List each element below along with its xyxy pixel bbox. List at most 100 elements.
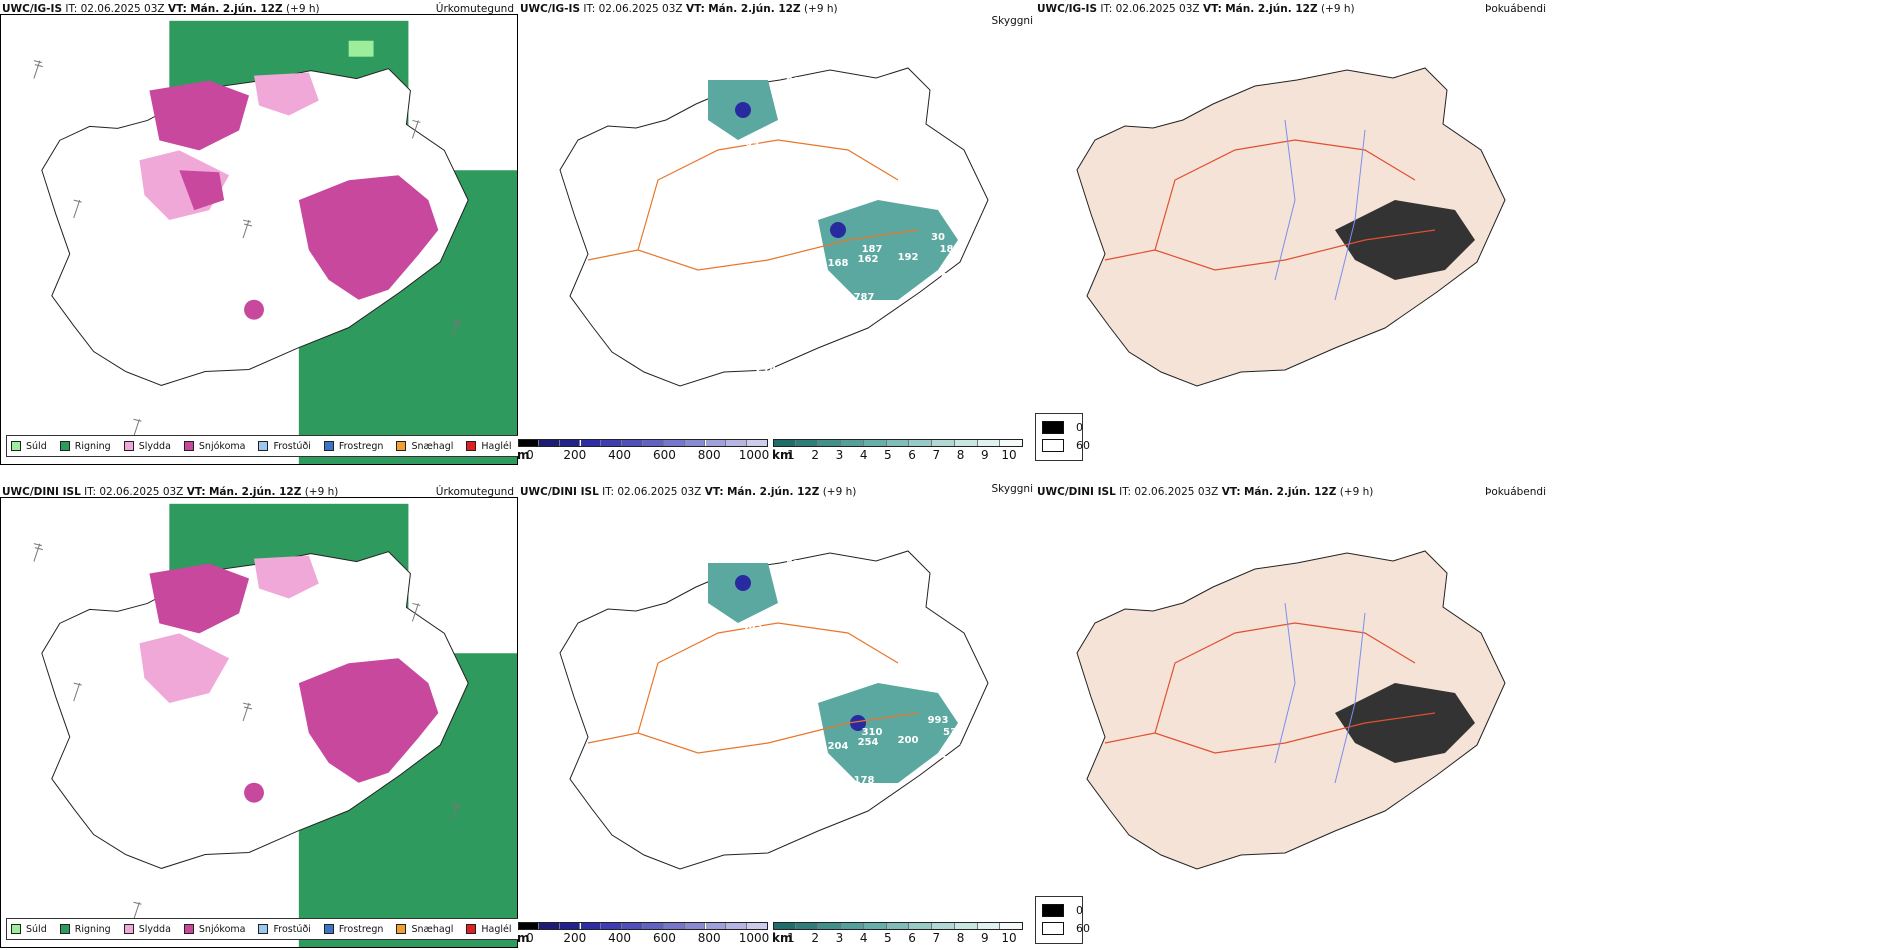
road bbox=[587, 229, 919, 271]
fog-legend-item: 0 bbox=[1042, 421, 1083, 434]
legend-item: Haglél bbox=[466, 441, 512, 452]
model-name: UWC/DINI ISL bbox=[2, 486, 81, 498]
panel-title: UWC/IG-IS IT: 02.06.2025 03Z VT: Mán. 2.… bbox=[520, 3, 838, 15]
colorbar-segment bbox=[954, 439, 978, 447]
wind-barb bbox=[33, 60, 43, 79]
legend-swatch bbox=[123, 441, 134, 451]
colorbar-segment bbox=[705, 922, 727, 930]
visibility-colorbar: km 1 2 3 4 5 6 7 8 9 10 bbox=[772, 922, 1023, 946]
colorbar-segment bbox=[663, 922, 685, 930]
colorbar-segment bbox=[538, 439, 560, 447]
drizzle-patch bbox=[348, 40, 374, 57]
colorbar-segment bbox=[795, 922, 819, 930]
ceiling-peak-label: 192 bbox=[898, 252, 919, 263]
colorbar-tick: 200 bbox=[563, 931, 587, 945]
valid-label: VT: bbox=[167, 3, 187, 15]
ceiling-peak-label: 993 bbox=[928, 715, 949, 726]
ceiling-peak-label: 187 bbox=[862, 244, 883, 255]
road bbox=[1154, 139, 1416, 251]
model-name: UWC/DINI ISL bbox=[520, 486, 599, 498]
snow-area-north bbox=[149, 563, 250, 634]
ceiling-peak-label: 80 bbox=[786, 76, 800, 87]
fog-legend-item: 60 bbox=[1042, 922, 1090, 935]
precip-type-panel-row1: UWC/IG-IS IT: 02.06.2025 03Z VT: Mán. 2.… bbox=[0, 0, 518, 465]
legend-item: Slydda bbox=[123, 923, 171, 935]
model-name: UWC/IG-IS bbox=[2, 3, 63, 15]
wind-barb bbox=[73, 199, 82, 219]
legend-item: Rigning bbox=[59, 441, 111, 452]
fog-area-dense bbox=[1335, 683, 1475, 763]
valid-label: VT: bbox=[704, 486, 724, 498]
ceiling-peak-label: 14 bbox=[631, 547, 645, 558]
legend-swatch bbox=[323, 924, 334, 934]
colorbar-segment bbox=[886, 439, 910, 447]
road bbox=[1154, 622, 1416, 734]
ceiling-peak-label: 86 bbox=[811, 86, 825, 97]
low-visibility-area-southeast bbox=[818, 200, 958, 300]
legend-item: Súld bbox=[11, 441, 47, 452]
colorbar-tick: 5 bbox=[884, 931, 892, 945]
legend-item: Frostúði bbox=[258, 924, 311, 935]
colorbar-segment bbox=[705, 439, 727, 447]
colorbar-segment bbox=[518, 439, 539, 447]
colorbar-segment bbox=[726, 439, 748, 447]
legend-label: Haglél bbox=[481, 923, 512, 935]
legend-swatch bbox=[258, 924, 269, 934]
roads bbox=[1104, 622, 1436, 754]
valid-time: Mán. 2.jún. 12Z bbox=[1243, 486, 1337, 498]
colorbar-segment bbox=[684, 439, 706, 447]
ceiling-peak-label: 214 bbox=[756, 364, 777, 375]
legend-item: Frostregn bbox=[323, 924, 383, 935]
issue-time: IT: 02.06.2025 03Z bbox=[84, 486, 184, 498]
wind-barb bbox=[73, 682, 82, 702]
iceland-outline bbox=[41, 68, 469, 386]
river bbox=[1274, 602, 1296, 764]
fog-legend-item: 0 bbox=[1042, 904, 1083, 917]
ceiling-peak-label: 129 bbox=[800, 593, 821, 604]
legend-swatch bbox=[183, 924, 194, 934]
ceiling-peak-label: 66 bbox=[963, 260, 977, 271]
iceland-outline bbox=[559, 67, 989, 387]
road bbox=[637, 622, 899, 734]
ceiling-peak-label: 190 bbox=[880, 320, 901, 331]
wind-barb bbox=[133, 901, 142, 921]
colorbar-segment bbox=[909, 439, 933, 447]
ceiling-area bbox=[735, 102, 751, 118]
wind-barb bbox=[451, 802, 462, 821]
colorbar-tick: 2 bbox=[811, 448, 820, 462]
legend-item: Rigning bbox=[59, 924, 111, 935]
panel-title: UWC/IG-IS IT: 02.06.2025 03Z VT: Mán. 2.… bbox=[1037, 3, 1355, 15]
ceiling-peak-label: 30 bbox=[931, 232, 945, 243]
snow-area-north bbox=[149, 80, 250, 151]
ceiling-peak-label: 168 bbox=[828, 258, 849, 269]
colorbar-segment bbox=[954, 922, 978, 930]
legend-item: Haglél bbox=[466, 923, 512, 935]
colorbar-segment bbox=[1000, 439, 1023, 447]
issue-time: IT: 02.06.2025 03Z bbox=[1119, 486, 1219, 498]
colorbar-tick: 10 bbox=[1001, 448, 1017, 462]
issue-time: IT: 02.06.2025 03Z bbox=[1100, 3, 1200, 15]
ceiling-peak-label: 98 bbox=[751, 152, 765, 163]
lead-time: (+9 h) bbox=[803, 3, 838, 15]
issue-time: IT: 02.06.2025 03Z bbox=[583, 3, 683, 15]
wind-barb bbox=[411, 602, 421, 622]
colorbar-segment bbox=[559, 439, 581, 447]
ceiling-peak-label: 53 bbox=[943, 727, 957, 738]
colorbar-segment bbox=[643, 922, 664, 930]
legend-label: Snæhagl bbox=[411, 440, 454, 452]
ceiling-peak-label: 403 bbox=[742, 621, 763, 632]
colorbar-segment bbox=[580, 922, 602, 930]
wind-barbs bbox=[33, 60, 462, 438]
legend-item: Snjókoma bbox=[183, 924, 245, 935]
legend-label: Slydda bbox=[138, 923, 171, 935]
colorbar-tick: 10 bbox=[1001, 931, 1017, 945]
ceiling-peak-label: 104 bbox=[800, 110, 821, 121]
ceiling-peak-label: 110 bbox=[763, 609, 784, 620]
fog-legend: 0 60 bbox=[1035, 413, 1090, 461]
snow-area-west bbox=[179, 170, 225, 211]
precip-type-panel-row2: UWC/DINI ISL IT: 02.06.2025 03Z VT: Mán.… bbox=[0, 483, 518, 948]
colorbar-segment bbox=[643, 439, 664, 447]
colorbar-tick: 4 bbox=[859, 448, 868, 462]
colorbar-segment bbox=[932, 922, 955, 930]
ceiling-area bbox=[830, 222, 846, 238]
